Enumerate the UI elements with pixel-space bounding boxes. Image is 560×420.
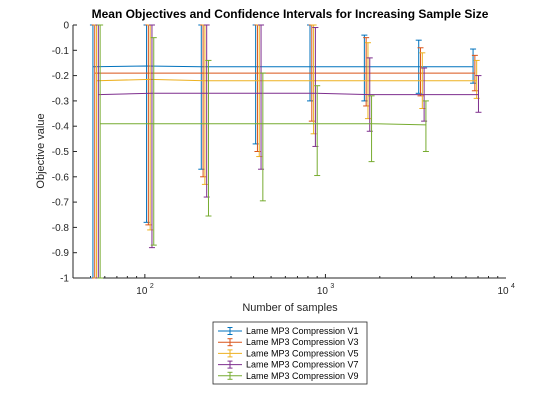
x-tick-label: 10 [317,286,329,297]
series [89,24,477,279]
series [91,24,478,279]
series-line [98,92,479,96]
legend-label: Lame MP3 Compression V1 [246,326,359,336]
series [93,24,480,279]
error-bar [150,37,157,246]
legend-entry: Lame MP3 Compression V5 [218,348,359,358]
y-tick-label: -0.8 [52,223,70,234]
legend-entry: Lame MP3 Compression V9 [218,371,359,381]
series-line [96,78,477,82]
x-tick-exponent: 4 [511,283,515,290]
error-bar [148,24,155,249]
x-tick-label: 10 [497,286,509,297]
y-axis-label: Objective value [35,113,47,188]
y-tick-label: -0.7 [52,198,70,209]
y-tick-label: -0.4 [52,122,70,133]
plot-area [72,25,506,279]
legend-label: Lame MP3 Compression V5 [246,348,359,358]
x-axis: 10 2 10 3 10 4 [72,274,515,297]
y-axis: 0 -0.1 -0.2 -0.3 -0.4 -0.5 -0.6 -0.7 -0.8 -0.9 -1 [52,21,77,285]
y-tick-label: -0.5 [52,147,70,158]
series-line [92,65,474,68]
legend-entry: Lame MP3 Compression V3 [218,337,359,347]
error-bar [205,59,212,217]
x-tick-label: 10 [136,286,148,297]
error-bar [97,24,104,279]
series-layer [89,24,482,279]
y-tick-label: -1 [60,274,69,285]
error-bar [368,95,375,163]
series [97,24,429,279]
error-bar [475,75,482,113]
chart-title: Mean Objectives and Confidence Intervals… [92,7,489,21]
x-tick-exponent: 3 [330,283,334,290]
legend-entry: Lame MP3 Compression V1 [218,326,359,336]
error-bar [314,85,321,177]
y-tick-label: -0.3 [52,96,70,107]
y-tick-label: -0.9 [52,248,70,259]
legend-label: Lame MP3 Compression V9 [246,371,359,381]
legend-label: Lame MP3 Compression V3 [246,337,359,347]
x-tick-exponent: 2 [150,283,154,290]
y-tick-label: 0 [63,21,69,32]
error-bar [259,72,266,202]
x-axis-label: Number of samples [242,302,338,314]
legend-label: Lame MP3 Compression V7 [246,360,359,370]
error-bar [422,100,429,152]
y-tick-label: -0.2 [52,71,70,82]
y-tick-label: -0.6 [52,172,70,183]
y-tick-label: -0.1 [52,46,70,57]
legend-entry: Lame MP3 Compression V7 [218,360,359,370]
